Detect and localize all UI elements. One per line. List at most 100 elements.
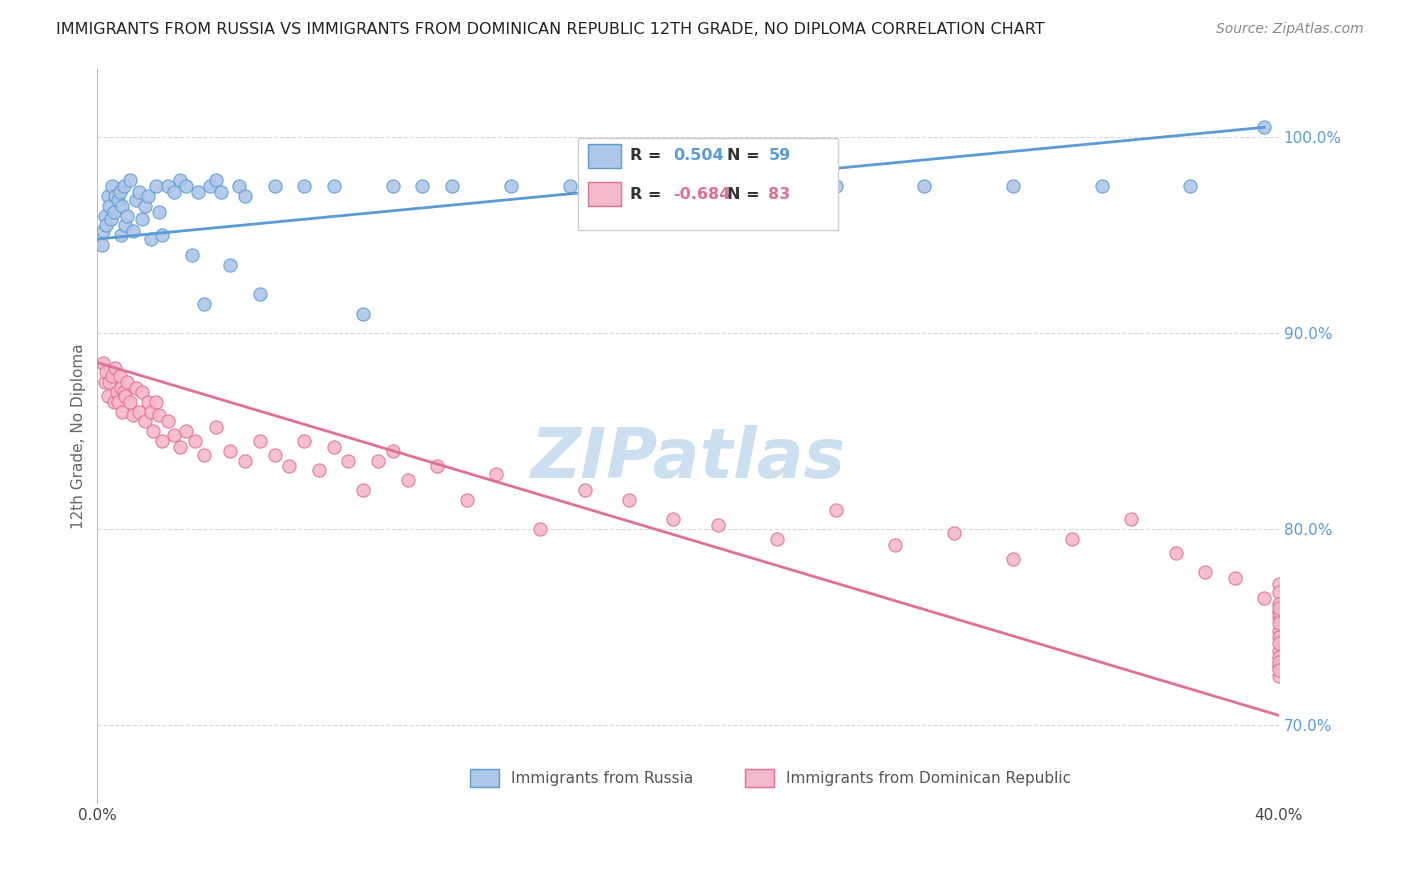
Point — [96, 219, 118, 233]
Point — [187, 185, 209, 199]
FancyBboxPatch shape — [588, 183, 621, 206]
Point — [249, 434, 271, 448]
Point — [105, 384, 128, 399]
Point — [110, 228, 132, 243]
Point — [174, 424, 197, 438]
Point — [139, 404, 162, 418]
Text: R =: R = — [630, 186, 668, 202]
Point — [98, 199, 121, 213]
Point — [98, 375, 121, 389]
Point — [1223, 571, 1246, 585]
Point — [91, 355, 114, 369]
Point — [101, 369, 124, 384]
Point — [1268, 630, 1291, 644]
Point — [1121, 512, 1143, 526]
Point — [765, 532, 787, 546]
Point — [1268, 659, 1291, 673]
Point — [1268, 597, 1291, 611]
Point — [157, 179, 180, 194]
Point — [93, 209, 115, 223]
Point — [292, 179, 315, 194]
Point — [1268, 600, 1291, 615]
Point — [145, 394, 167, 409]
Point — [134, 414, 156, 428]
Point — [97, 189, 120, 203]
Point — [735, 179, 758, 194]
Point — [263, 179, 285, 194]
Point — [322, 179, 344, 194]
Point — [104, 189, 127, 203]
Point — [174, 179, 197, 194]
Point — [456, 492, 478, 507]
FancyBboxPatch shape — [588, 145, 621, 168]
Y-axis label: 12th Grade, No Diploma: 12th Grade, No Diploma — [72, 343, 86, 529]
Point — [125, 381, 148, 395]
Point — [219, 258, 242, 272]
Point — [228, 179, 250, 194]
Point — [337, 453, 360, 467]
Point — [499, 179, 522, 194]
Point — [249, 287, 271, 301]
Text: Source: ZipAtlas.com: Source: ZipAtlas.com — [1216, 22, 1364, 37]
Point — [1268, 663, 1291, 677]
Point — [148, 204, 170, 219]
Point — [647, 179, 669, 194]
Point — [103, 204, 125, 219]
Point — [574, 483, 596, 497]
Point — [1002, 551, 1025, 566]
Point — [263, 448, 285, 462]
Point — [108, 369, 131, 384]
FancyBboxPatch shape — [745, 769, 775, 788]
Point — [204, 420, 226, 434]
Point — [136, 189, 159, 203]
Point — [125, 193, 148, 207]
Point — [1268, 624, 1291, 639]
Point — [107, 394, 129, 409]
Point — [134, 199, 156, 213]
Point — [114, 219, 136, 233]
Text: N =: N = — [727, 186, 765, 202]
Point — [114, 389, 136, 403]
Point — [558, 179, 581, 194]
Point — [1268, 577, 1291, 591]
Point — [198, 179, 221, 194]
Point — [91, 224, 114, 238]
Point — [118, 173, 141, 187]
Point — [209, 185, 232, 199]
Point — [396, 473, 419, 487]
Point — [139, 232, 162, 246]
Point — [128, 185, 150, 199]
Point — [115, 209, 138, 223]
Point — [824, 502, 846, 516]
FancyBboxPatch shape — [578, 138, 838, 230]
Text: 83: 83 — [769, 186, 790, 202]
Point — [440, 179, 463, 194]
Point — [662, 512, 685, 526]
Point — [1062, 532, 1084, 546]
Point — [131, 384, 153, 399]
Point — [157, 414, 180, 428]
Point — [131, 212, 153, 227]
Point — [100, 212, 122, 227]
Point — [1268, 644, 1291, 658]
Point — [93, 375, 115, 389]
Point — [136, 394, 159, 409]
Text: -0.684: -0.684 — [673, 186, 730, 202]
Point — [1268, 649, 1291, 664]
Point — [292, 434, 315, 448]
Point — [163, 185, 186, 199]
Point — [1194, 566, 1216, 580]
Point — [278, 459, 301, 474]
Point — [110, 381, 132, 395]
Point — [322, 440, 344, 454]
Point — [1268, 616, 1291, 631]
Text: IMMIGRANTS FROM RUSSIA VS IMMIGRANTS FROM DOMINICAN REPUBLIC 12TH GRADE, NO DIPL: IMMIGRANTS FROM RUSSIA VS IMMIGRANTS FRO… — [56, 22, 1045, 37]
Point — [617, 492, 640, 507]
Point — [108, 185, 131, 199]
Point — [381, 179, 404, 194]
Point — [115, 375, 138, 389]
Point — [150, 434, 173, 448]
Point — [118, 394, 141, 409]
Point — [97, 389, 120, 403]
Point — [193, 448, 215, 462]
